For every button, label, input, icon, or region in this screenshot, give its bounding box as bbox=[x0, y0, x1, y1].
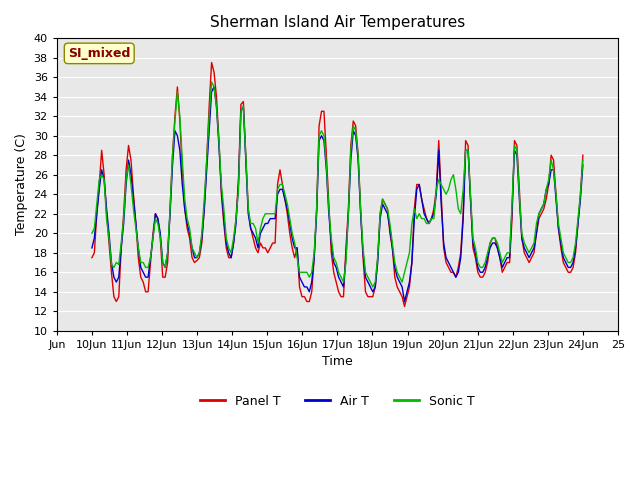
Text: SI_mixed: SI_mixed bbox=[68, 47, 131, 60]
Legend: Panel T, Air T, Sonic T: Panel T, Air T, Sonic T bbox=[195, 390, 480, 413]
X-axis label: Time: Time bbox=[322, 355, 353, 369]
Y-axis label: Temperature (C): Temperature (C) bbox=[15, 133, 28, 235]
Title: Sherman Island Air Temperatures: Sherman Island Air Temperatures bbox=[210, 15, 465, 30]
